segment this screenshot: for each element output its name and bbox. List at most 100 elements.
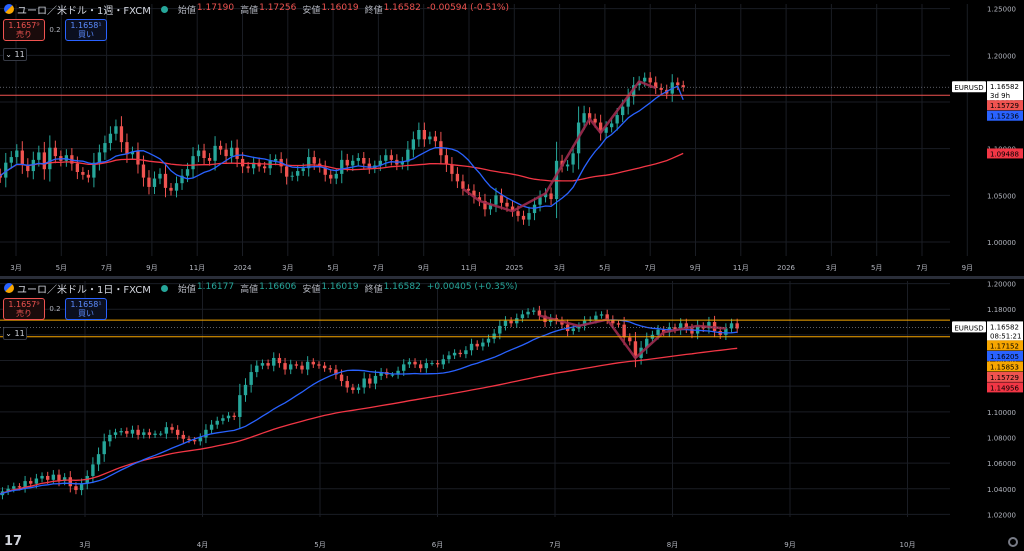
candle-body <box>262 166 267 169</box>
candle-body <box>604 127 608 133</box>
candle-body <box>509 320 513 324</box>
low-value: 1.16019 <box>321 2 359 13</box>
weekly-symbol-title[interactable]: ユーロ／米ドル・1週・FXCM <box>17 5 151 17</box>
y-axis-label: 1.06000 <box>987 460 1016 468</box>
change-value: -0.00594 (-0.51%) <box>426 2 509 13</box>
candle-body <box>477 197 482 201</box>
weekly-legend: ユーロ／米ドル・1週・FXCM 始値 1.17190 高値 1.17256 安値 1.… <box>0 0 515 18</box>
y-axis-label: 1.04000 <box>987 486 1016 494</box>
pane-divider[interactable] <box>0 276 1024 279</box>
candle-body <box>450 164 454 174</box>
low-key: 安値 <box>302 284 321 295</box>
candle-body <box>64 155 69 161</box>
high-value: 1.17256 <box>259 2 297 13</box>
candle-body <box>229 147 234 157</box>
sell-label: 売り <box>16 309 32 318</box>
candle-body <box>676 82 680 86</box>
candle-body <box>407 361 412 365</box>
x-axis-label: 6月 <box>432 541 443 549</box>
candle-body <box>654 82 658 88</box>
ma-short-line <box>0 85 684 209</box>
daily-ohlc: 始値 1.16177 高値 1.16606 安値 1.16019 終値 1.16582 … <box>178 282 524 295</box>
candle-body <box>413 361 417 365</box>
indicator-collapse-button[interactable]: ⌄ 11 <box>3 48 27 61</box>
weekly-chart-svg[interactable]: 1.250001.200001.150001.100001.050001.000… <box>0 0 1024 276</box>
candle-body <box>209 424 214 430</box>
candle-body <box>42 152 46 170</box>
x-axis-label: 2024 <box>234 264 252 272</box>
candle-body <box>461 181 465 189</box>
candle-body <box>152 178 157 187</box>
candle-body <box>125 431 129 434</box>
candle-body <box>643 77 647 82</box>
zigzag-line <box>462 79 657 213</box>
candle-body <box>141 164 146 178</box>
x-axis-label: 3月 <box>79 541 90 549</box>
candle-body <box>125 142 129 155</box>
candle-body <box>628 337 632 342</box>
candle-body <box>317 364 321 366</box>
open-value: 1.16177 <box>196 281 235 292</box>
sell-button[interactable]: 1.1657⁹ 売り <box>3 19 45 41</box>
price-level-tag: 1.15729 <box>990 374 1019 382</box>
candle-body <box>23 481 27 488</box>
candle-body <box>307 157 311 169</box>
candle-body <box>323 167 327 175</box>
candle-body <box>724 328 728 335</box>
candle-body <box>12 486 16 489</box>
buy-button[interactable]: 1.1658¹ 買い <box>65 19 107 41</box>
x-axis-label: 4月 <box>197 541 208 549</box>
daily-chart-svg[interactable]: 1.200001.180001.160001.140001.120001.100… <box>0 279 1024 551</box>
daily-symbol-title[interactable]: ユーロ／米ドル・1日・FXCM <box>17 284 151 296</box>
candle-body <box>37 152 41 160</box>
symbol-tag-bg <box>952 321 986 333</box>
indicator-collapse-button[interactable]: ⌄ 11 <box>3 327 27 340</box>
candle-body <box>418 364 423 369</box>
candle-body <box>159 433 163 435</box>
sell-button[interactable]: 1.1657⁹ 売り <box>3 298 45 320</box>
candle-body <box>169 187 173 191</box>
tradingview-logo-icon[interactable]: 17 <box>4 534 23 549</box>
candle-body <box>433 136 438 142</box>
candle-body <box>300 365 304 370</box>
buy-button[interactable]: 1.1658¹ 買い <box>65 298 107 320</box>
x-axis-label: 9月 <box>418 264 429 272</box>
x-axis-label: 2026 <box>777 264 795 272</box>
candle-body <box>503 320 508 326</box>
candle-body <box>345 159 349 166</box>
candle-body <box>430 363 434 365</box>
y-axis-label: 1.05000 <box>987 192 1016 200</box>
candle-body <box>622 324 626 338</box>
candle-body <box>70 155 74 164</box>
candle-body <box>334 173 338 179</box>
candle-body <box>362 158 366 164</box>
symbol-tag-bg <box>952 81 986 93</box>
price-level-tag-bg <box>987 100 1023 111</box>
market-open-dot-icon <box>160 5 168 13</box>
market-open-dot-icon <box>160 284 168 292</box>
candle-body <box>537 310 542 316</box>
candle-body <box>351 160 355 166</box>
x-axis-label: 5月 <box>599 264 610 272</box>
candle-body <box>147 432 152 435</box>
weekly-chart-pane[interactable]: 1.250001.200001.150001.100001.050001.000… <box>0 0 1024 276</box>
candle-body <box>505 202 509 207</box>
gear-icon[interactable] <box>1008 537 1018 547</box>
buy-price: 1.1658¹ <box>70 21 102 30</box>
price-level-tag: 1.14956 <box>990 384 1019 392</box>
candle-body <box>681 85 685 88</box>
daily-chart-pane[interactable]: 1.200001.180001.160001.140001.120001.100… <box>0 279 1024 551</box>
candle-body <box>494 195 498 205</box>
x-axis-label: 7月 <box>644 264 655 272</box>
candle-body <box>53 147 57 157</box>
candle-body <box>255 365 259 373</box>
sell-label: 売り <box>16 30 32 39</box>
candle-body <box>368 378 372 384</box>
price-tag-bg <box>987 81 1023 101</box>
x-axis-label: 9月 <box>962 264 973 272</box>
y-axis-label: 1.02000 <box>987 511 1016 519</box>
candle-body <box>68 477 72 487</box>
x-axis-label: 7月 <box>549 541 560 549</box>
candle-body <box>488 204 493 210</box>
x-axis-label: 8月 <box>667 541 678 549</box>
